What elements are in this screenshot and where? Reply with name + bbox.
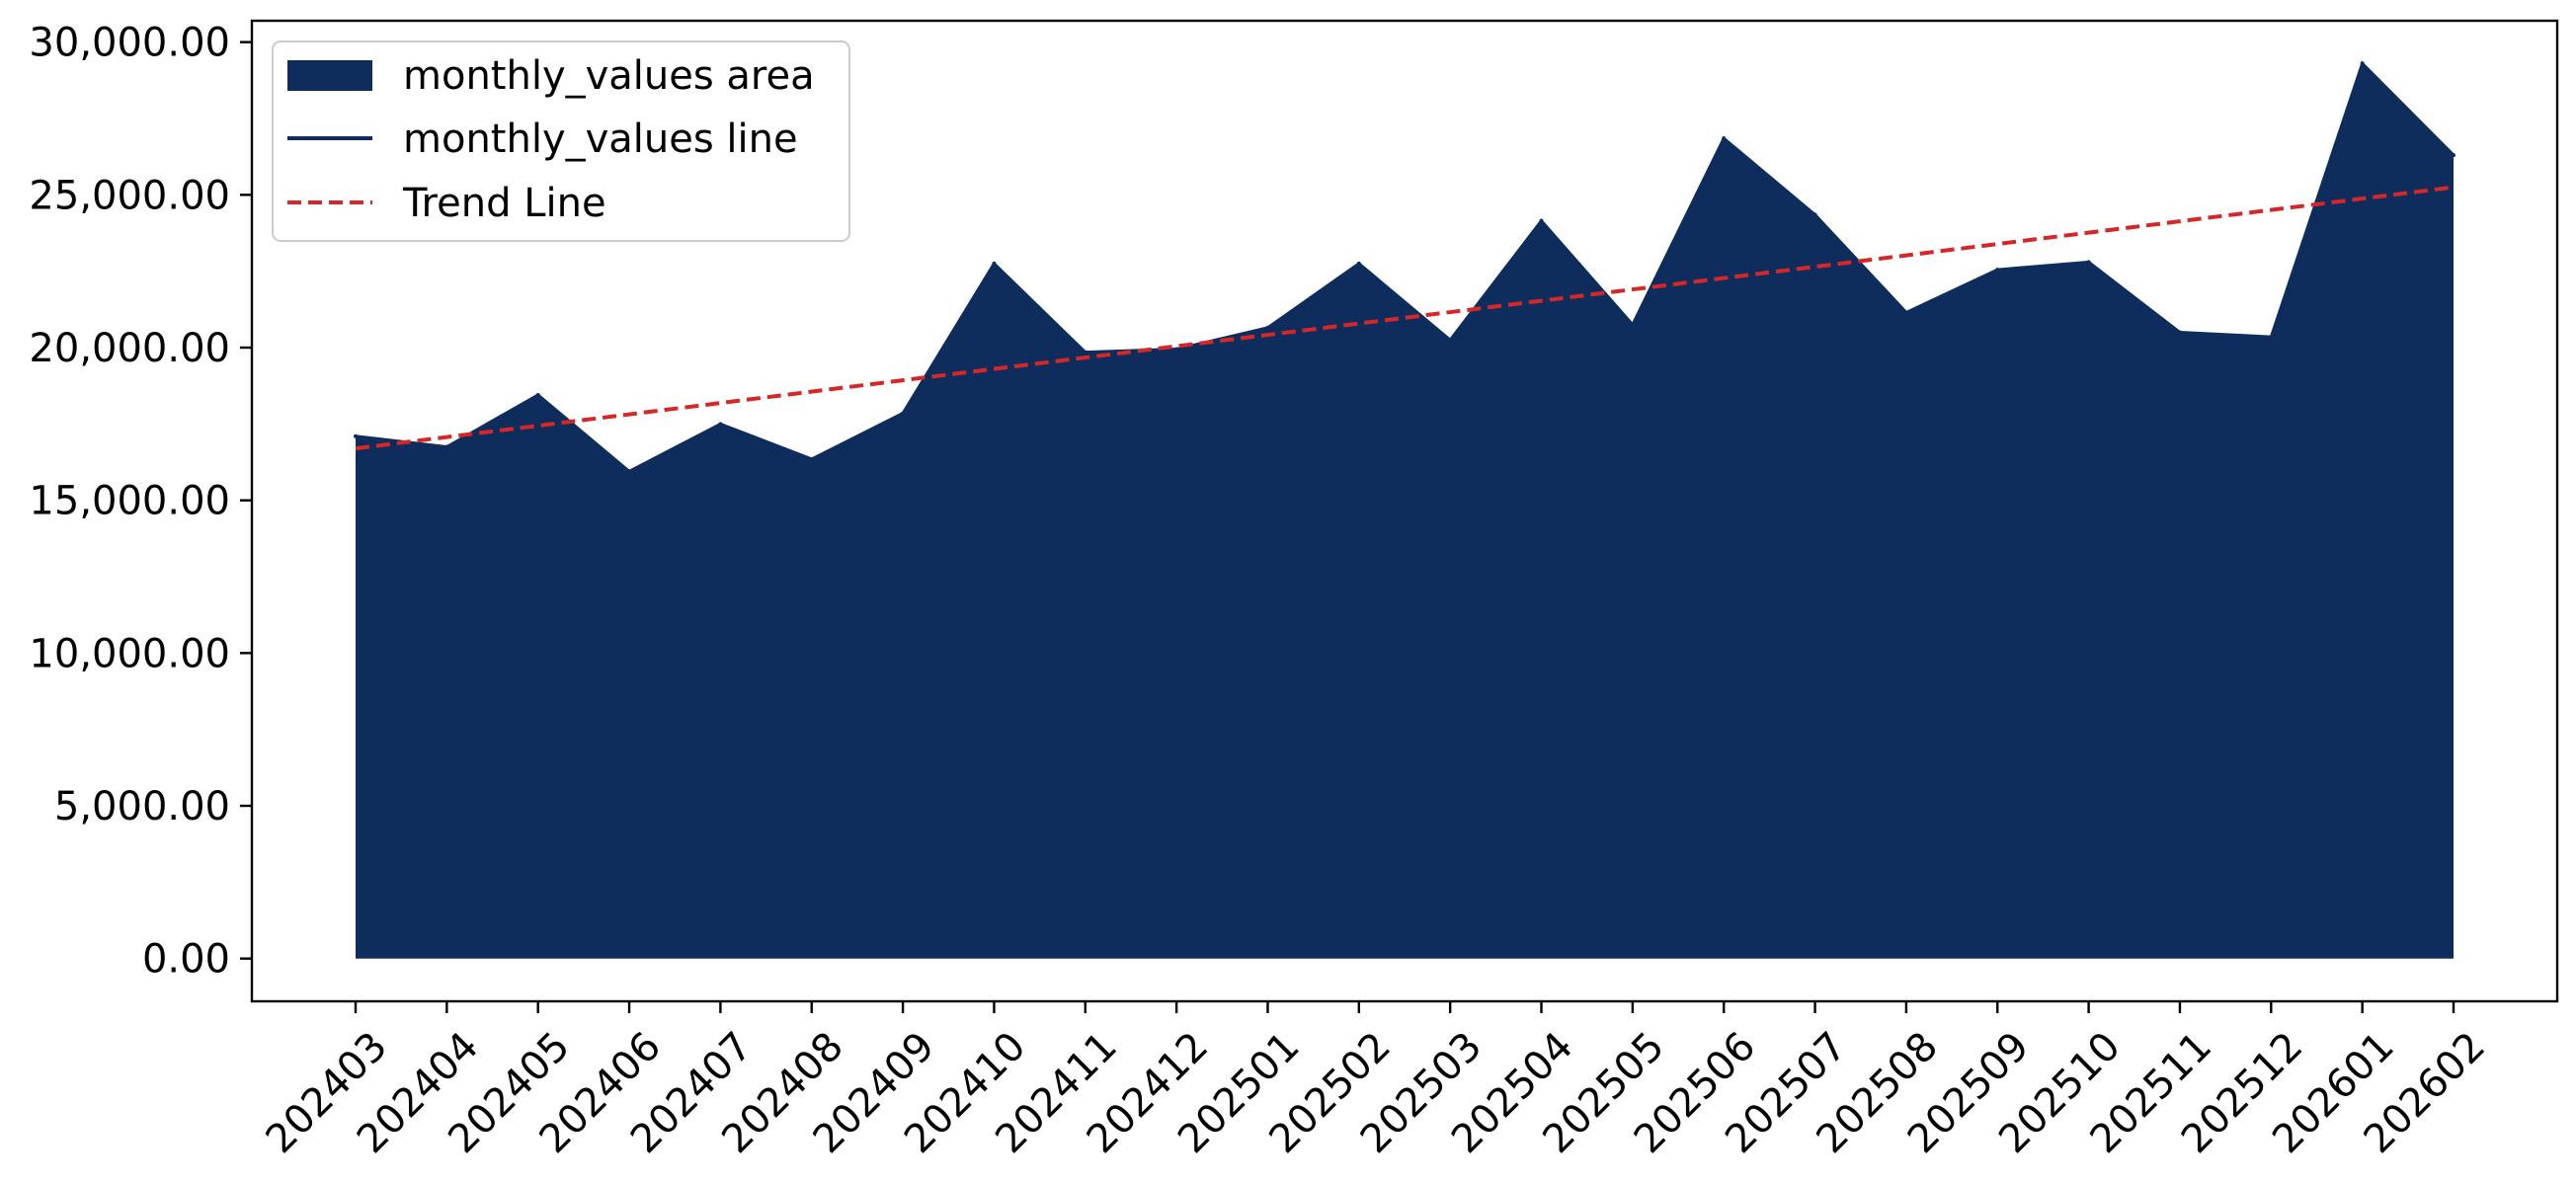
- data-point-202504: [1539, 218, 1544, 223]
- data-point-202512: [2269, 335, 2274, 340]
- data-point-202405: [535, 392, 540, 397]
- chart-marks: [354, 60, 2455, 959]
- data-point-202510: [2086, 260, 2091, 265]
- data-point-202501: [1265, 325, 1270, 330]
- data-point-202601: [2360, 61, 2365, 66]
- data-point-202508: [1903, 310, 1908, 315]
- data-point-202403: [354, 434, 358, 438]
- data-point-202407: [718, 422, 723, 427]
- data-point-202507: [1812, 212, 1817, 217]
- data-point-202602: [2452, 153, 2455, 158]
- y-tick-label: 30,000.00: [29, 21, 230, 66]
- data-point-202410: [992, 261, 997, 266]
- y-tick-label: 10,000.00: [29, 631, 230, 676]
- y-tick-label: 25,000.00: [29, 173, 230, 218]
- data-point-202411: [1083, 350, 1087, 355]
- data-point-202412: [1174, 347, 1179, 352]
- data-point-202511: [2177, 330, 2182, 335]
- data-point-202408: [809, 456, 814, 461]
- area-fill: [356, 63, 2454, 959]
- data-point-202509: [1995, 268, 2000, 273]
- x-axis: 2024032024042024052024062024072024082024…: [258, 1001, 2494, 1162]
- data-point-202503: [1448, 338, 1453, 343]
- y-tick-label: 15,000.00: [29, 479, 230, 524]
- data-point-202406: [627, 469, 632, 474]
- series-line: [355, 60, 2455, 474]
- legend-area-swatch: [287, 60, 372, 91]
- y-tick-label: 5,000.00: [54, 784, 230, 829]
- data-point-202404: [444, 444, 449, 449]
- data-point-202409: [901, 411, 906, 416]
- data-point-202506: [1722, 136, 1727, 141]
- data-point-202502: [1356, 261, 1361, 266]
- legend-label-area: monthly_values area: [403, 53, 815, 99]
- legend-label-line: monthly_values line: [403, 117, 798, 162]
- data-point-202505: [1630, 322, 1635, 327]
- plot-frame: [250, 19, 2559, 1003]
- legend-label-trend: Trend Line: [402, 181, 606, 226]
- y-tick-label: 20,000.00: [29, 326, 230, 371]
- y-axis: 0.00 5,000.00 10,000.00 15,000.00 20,000.00 2…: [29, 21, 252, 983]
- legend: monthly_values area monthly_values line …: [272, 40, 850, 242]
- y-tick-label: 0.00: [142, 937, 230, 983]
- legend-box: [272, 40, 850, 242]
